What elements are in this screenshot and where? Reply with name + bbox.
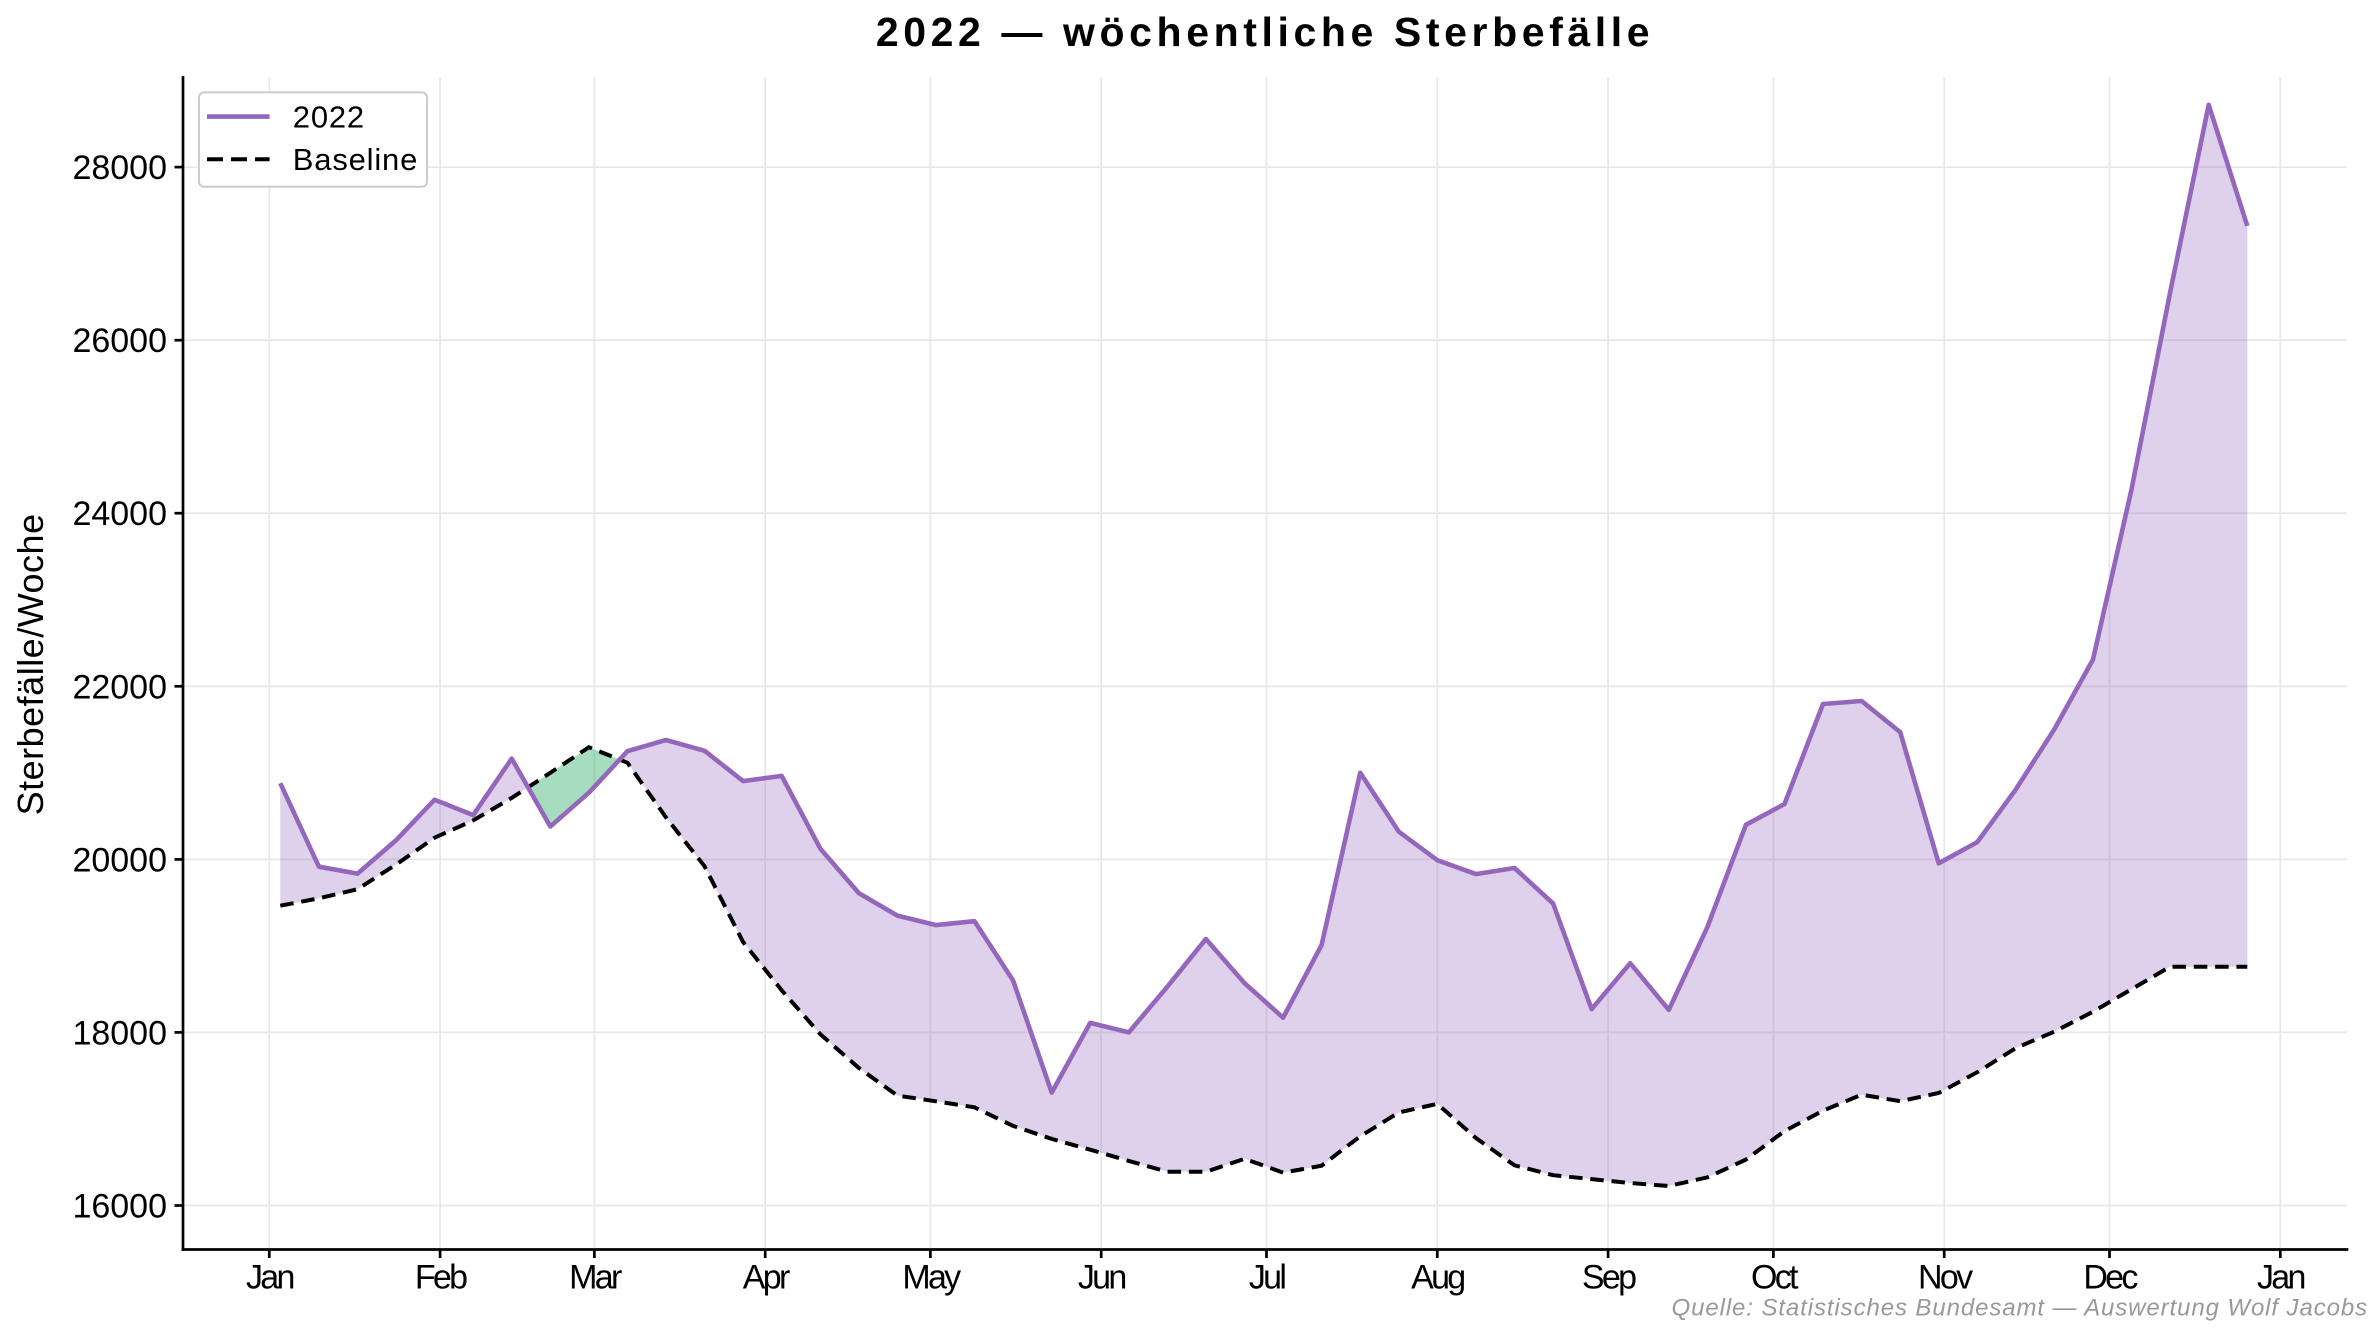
svg-text:22000: 22000	[72, 668, 167, 706]
svg-text:Jan: Jan	[2257, 1259, 2305, 1297]
svg-text:16000: 16000	[72, 1188, 167, 1226]
svg-text:Dec: Dec	[2083, 1259, 2138, 1297]
svg-text:May: May	[902, 1259, 961, 1297]
svg-text:26000: 26000	[72, 322, 167, 360]
svg-text:Nov: Nov	[1918, 1259, 1973, 1297]
svg-text:Jun: Jun	[1078, 1259, 1126, 1297]
svg-text:Oct: Oct	[1751, 1259, 1799, 1297]
svg-text:Apr: Apr	[743, 1259, 790, 1297]
svg-text:Quelle: Statistisches Bundesam: Quelle: Statistisches Bundesamt — Auswer…	[1672, 1295, 2368, 1322]
svg-text:Sep: Sep	[1582, 1259, 1636, 1297]
svg-text:Sterbefälle/Woche: Sterbefälle/Woche	[10, 513, 51, 815]
svg-text:20000: 20000	[72, 841, 167, 879]
svg-text:2022 — wöchentliche Sterbefäll: 2022 — wöchentliche Sterbefälle	[876, 9, 1654, 55]
svg-text:2022: 2022	[293, 100, 365, 135]
svg-text:Mar: Mar	[569, 1259, 622, 1297]
svg-text:Baseline: Baseline	[293, 142, 418, 177]
svg-text:Jul: Jul	[1249, 1259, 1286, 1297]
svg-text:Jan: Jan	[246, 1259, 294, 1297]
svg-text:Feb: Feb	[415, 1259, 467, 1297]
svg-text:24000: 24000	[72, 495, 167, 533]
svg-text:18000: 18000	[72, 1014, 167, 1052]
svg-text:Aug: Aug	[1411, 1259, 1464, 1297]
svg-text:28000: 28000	[72, 149, 167, 187]
